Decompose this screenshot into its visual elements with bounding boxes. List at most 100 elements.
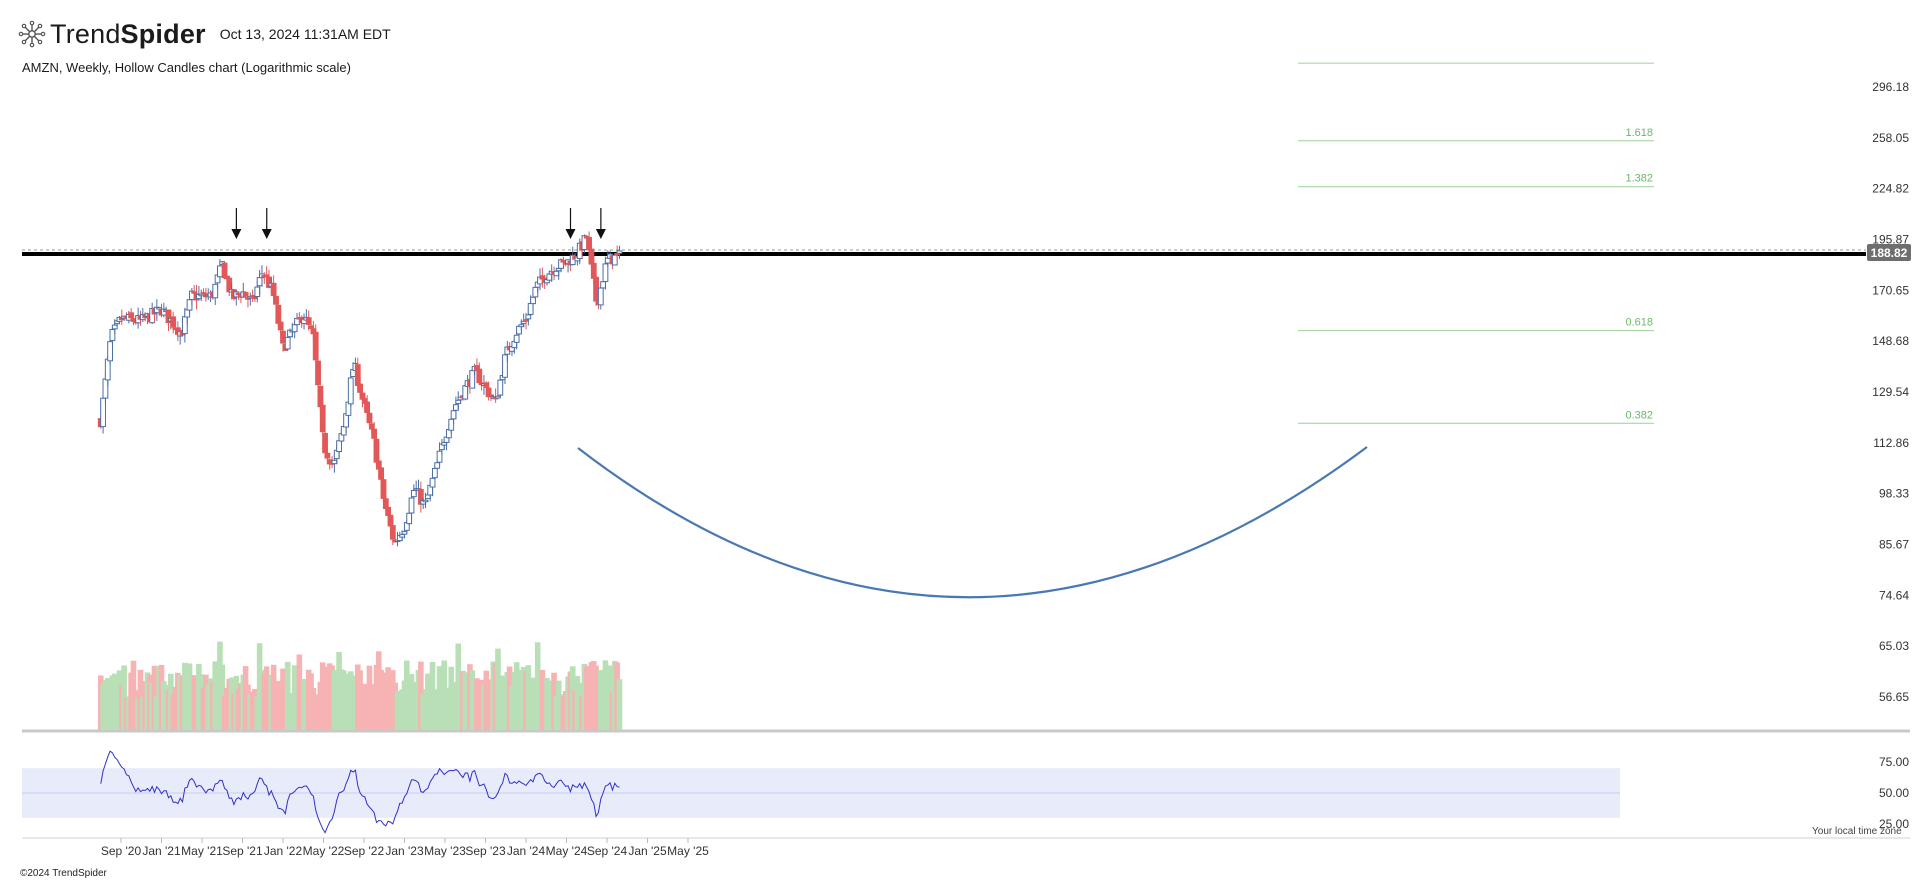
timezone-note: Your local time zone [1812,826,1902,837]
volume-bar [534,642,541,730]
candle-body [590,262,597,279]
y-tick-label: 56.65 [1879,690,1909,704]
candle-body [469,370,476,389]
x-tick-label: May '25 [667,844,709,858]
candle-body [191,291,198,294]
candle-body [371,428,378,439]
candle-body [488,394,494,397]
x-tick-label: Jan '22 [264,844,303,858]
candle-body [242,292,249,297]
candle-body [221,262,228,279]
candle-body [530,296,536,305]
candle-body [555,268,562,272]
candle-body [600,281,607,289]
copyright: ©2024 TrendSpider [20,868,107,879]
candle-body [476,368,483,384]
candle-body [354,364,361,386]
x-tick-label: May '24 [546,844,588,858]
marker-arrow-icon [231,229,242,239]
y-tick-label: 98.33 [1879,487,1909,501]
candle-body [186,299,193,311]
candle-body [597,287,604,306]
candle-body [495,395,501,399]
rsi-line [100,750,620,834]
candle-body [212,283,219,299]
candle-body [602,263,609,283]
candle-body [593,276,599,302]
volume-bar [296,654,303,730]
candle-body [518,324,525,328]
x-tick-label: May '21 [181,844,223,858]
candle-body [611,254,618,266]
candle-body [546,273,553,281]
volume-bar [284,661,291,730]
candle-body [389,525,396,540]
volume-bar [182,662,188,730]
candle-body [368,423,375,430]
candle-body [170,316,177,328]
header: TrendSpider Oct 13, 2024 11:31AM EDT [18,18,391,50]
candle-body [429,477,436,488]
candle-body [523,319,529,322]
cup-pattern-curve [577,446,1368,599]
x-tick-label: Sep '23 [465,844,506,858]
candle-body [308,325,314,329]
rsi-tick-label: 50.00 [1879,786,1909,800]
y-tick-label: 296.18 [1872,80,1909,94]
candle-body [424,494,431,500]
candle-body [357,383,364,393]
candle-body [366,412,373,424]
candle-body [324,452,331,459]
rsi-tick-label: 75.00 [1879,755,1909,769]
candle-body [315,360,321,386]
candle-body [156,306,163,310]
rsi-tick-label: 25.00 [1879,817,1909,831]
candle-body [263,274,270,277]
candle-body [410,490,417,498]
y-tick-label: 148.68 [1872,334,1909,348]
candle-body [502,354,508,378]
candle-body [380,479,387,499]
candle-body [128,312,135,319]
candle-body [436,450,443,463]
x-tick-label: Sep '21 [222,844,263,858]
candle-body [431,468,438,479]
candle-body [408,497,415,514]
x-tick-label: Sep '20 [101,844,142,858]
volume-bar [616,679,623,730]
candle-body [434,462,441,469]
candle-body [280,330,286,344]
candle-body [165,309,172,324]
candle-body [527,302,534,315]
candle-body [252,296,258,300]
candle-body [532,286,539,298]
candle-body [291,324,298,333]
timestamp: Oct 13, 2024 11:31AM EDT [219,26,391,42]
fib-label: 1.618 [1625,127,1653,139]
x-tick-label: Sep '24 [587,844,628,858]
candle-body [588,248,595,265]
fib-label: 0.618 [1625,317,1653,329]
y-tick-label: 65.03 [1879,639,1909,653]
candle-body [312,331,319,361]
candle-body [385,506,392,516]
candle-body [516,325,522,335]
candle-body [483,382,490,388]
marker-arrow-icon [595,229,606,239]
candle-body [401,531,408,535]
candle-body [317,385,324,408]
candle-body [111,324,118,330]
x-tick-label: May '23 [424,844,466,858]
chart-subtitle: AMZN, Weekly, Hollow Candles chart (Loga… [22,60,351,75]
candle-body [455,399,462,404]
candle-body [441,442,448,446]
candle-body [450,410,457,420]
candle-body [181,316,188,335]
candle-body [319,404,326,433]
candle-body [331,459,338,465]
fib-label: 0.382 [1625,409,1653,421]
x-tick-label: May '22 [303,844,345,858]
y-tick-label: 258.05 [1872,131,1909,145]
candle-body [277,321,284,331]
